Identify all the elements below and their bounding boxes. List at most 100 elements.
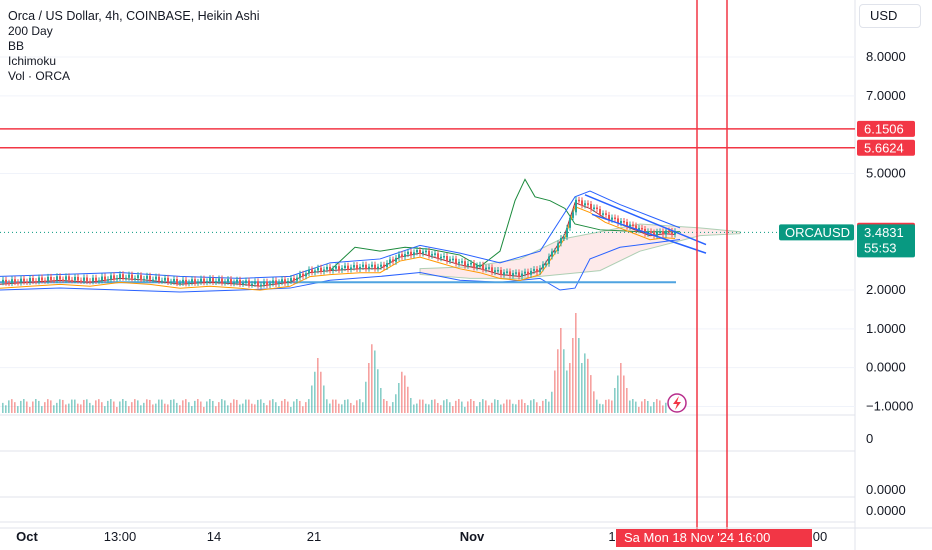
wedge-lower-trendline[interactable] xyxy=(591,213,707,254)
candle-body xyxy=(590,203,592,209)
candle-body xyxy=(65,276,67,280)
candle-body xyxy=(23,278,25,282)
candle-body xyxy=(191,279,193,283)
time-axis-label-0: Oct xyxy=(16,529,38,544)
price-tag-6-1506-bg[interactable] xyxy=(857,120,915,137)
candle-body xyxy=(218,278,220,282)
candle-body xyxy=(467,263,469,266)
volume-bar xyxy=(98,399,100,413)
time-axis-label-3: 21 xyxy=(307,529,321,544)
candle-body xyxy=(188,282,190,285)
candle-body xyxy=(110,275,112,280)
volume-bar xyxy=(65,404,67,413)
candle-body xyxy=(95,277,97,281)
volume-bar xyxy=(527,405,529,413)
volume-bar xyxy=(164,403,166,413)
volume-bar xyxy=(395,394,397,413)
volume-bar xyxy=(479,402,481,413)
volume-bar xyxy=(431,399,433,413)
candle-body xyxy=(293,278,295,281)
volume-bar xyxy=(311,385,313,413)
volume-bar xyxy=(497,399,499,413)
last-price-tag-bg[interactable] xyxy=(857,224,915,258)
volume-bar xyxy=(158,399,160,413)
volume-bar xyxy=(443,400,445,413)
candle-body xyxy=(521,273,523,277)
legend-ichimoku[interactable]: Ichimoku xyxy=(8,54,57,68)
lightning-icon[interactable] xyxy=(667,393,687,413)
cursor-time-tag-bg[interactable] xyxy=(616,529,812,547)
candle-body xyxy=(446,256,448,261)
candle-body xyxy=(266,281,268,286)
currency-button[interactable]: USD xyxy=(859,4,921,28)
legend-200-day[interactable]: 200 Day xyxy=(8,24,53,38)
volume-bar xyxy=(242,403,244,413)
candle-body xyxy=(611,217,613,220)
volume-bar xyxy=(149,399,151,413)
symbol-tag-bg[interactable] xyxy=(779,224,854,241)
legend-volume[interactable]: Vol · ORCA xyxy=(8,69,71,83)
volume-bar xyxy=(422,399,424,413)
volume-bar xyxy=(173,399,175,413)
price-axis-label: 2.0000 xyxy=(866,282,906,297)
volume-bar xyxy=(473,400,475,413)
candle-body xyxy=(674,231,676,235)
candle-body xyxy=(434,253,436,255)
candle-body xyxy=(362,264,364,267)
candle-body xyxy=(206,281,208,283)
candle-body xyxy=(215,281,217,283)
candle-body xyxy=(314,270,316,273)
candle-body xyxy=(536,269,538,273)
volume-bar xyxy=(359,399,361,413)
candle-body xyxy=(239,279,241,284)
candle-body xyxy=(419,250,421,254)
volume-bar xyxy=(656,399,658,413)
volume-bar xyxy=(221,399,223,413)
volume-bar xyxy=(575,313,577,413)
volume-bar xyxy=(461,401,463,413)
volume-bar xyxy=(302,406,304,413)
volume-bar xyxy=(323,385,325,413)
candle-body xyxy=(539,268,541,273)
volume-bar xyxy=(212,400,214,413)
candle-body xyxy=(407,251,409,255)
volume-bar xyxy=(257,399,259,413)
volume-bar xyxy=(545,399,547,413)
candle-body xyxy=(413,252,415,256)
volume-bar xyxy=(8,400,10,413)
volume-bar xyxy=(287,401,289,413)
candle-body xyxy=(233,282,235,284)
time-axis-label-1: 13:00 xyxy=(104,529,137,544)
candle-body xyxy=(212,278,214,283)
candle-body xyxy=(290,278,292,282)
candle-body xyxy=(209,278,211,282)
wedge-upper-trendline[interactable] xyxy=(584,194,707,246)
price-tag-5-6624-bg[interactable] xyxy=(857,139,915,156)
legend-title[interactable]: Orca / US Dollar, 4h, COINBASE, Heikin A… xyxy=(8,9,260,23)
countdown-tag: 55:53 xyxy=(864,240,897,255)
volume-bar xyxy=(599,403,601,413)
volume-bar xyxy=(374,350,376,413)
volume-bar xyxy=(167,404,169,413)
candle-body xyxy=(404,254,406,257)
volume-bar xyxy=(290,406,292,413)
price-axis-label: 0.0000 xyxy=(866,360,906,375)
candle-body xyxy=(365,264,367,269)
candle-body xyxy=(356,265,358,269)
volume-bar xyxy=(647,401,649,413)
candle-body xyxy=(500,269,502,275)
volume-bar xyxy=(230,402,232,413)
legend-bb[interactable]: BB xyxy=(8,39,25,53)
candle-body xyxy=(569,217,571,228)
candle-body xyxy=(653,232,655,236)
candle-body xyxy=(20,278,22,283)
candle-body xyxy=(620,221,622,224)
candle-body xyxy=(509,271,511,276)
candle-body xyxy=(572,212,574,218)
candle-body xyxy=(488,267,490,269)
volume-bar xyxy=(665,402,667,413)
volume-bar xyxy=(380,388,382,413)
candle-body xyxy=(182,279,184,283)
